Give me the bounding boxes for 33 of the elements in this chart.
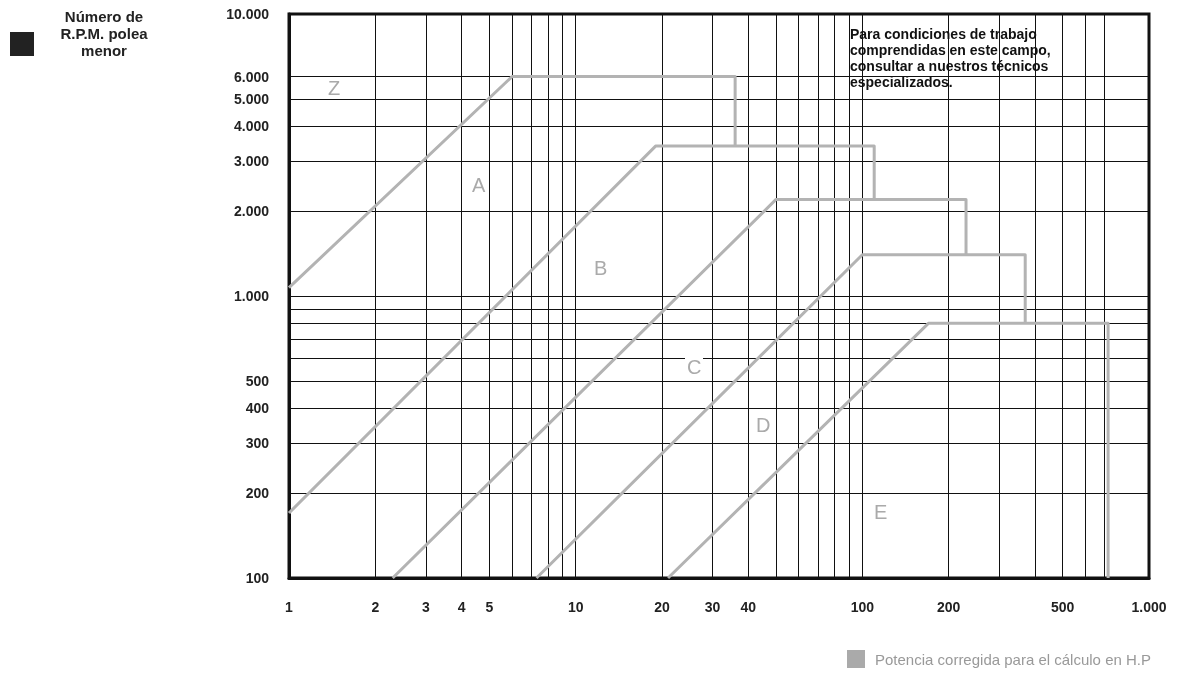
y-tick-label: 400 — [245, 400, 270, 417]
x-axis-title: Potencia corregida para el cálculo en H.P — [875, 650, 1151, 668]
annotation: D — [754, 414, 773, 436]
x-tick-label: 100 — [850, 599, 875, 615]
x-tick-label: 5 — [485, 599, 494, 615]
y-tick-label: 1.000 — [233, 288, 270, 304]
x-tick-label: 500 — [1051, 599, 1075, 615]
y-tick-label: 2.000 — [233, 203, 270, 220]
x-tick-label: 30 — [704, 599, 721, 615]
y-tick-label: 200 — [245, 485, 270, 502]
y-tick-label: 4.000 — [233, 118, 270, 135]
x-tick-label: 4 — [457, 599, 466, 615]
y-tick-label: 3.000 — [233, 153, 270, 170]
annotation: Z — [326, 77, 343, 99]
annotation: B — [592, 257, 610, 279]
text: Número de R.P.M. polea menor — [59, 8, 149, 59]
annotation: E — [872, 501, 890, 523]
y-tick-label: 6.000 — [233, 68, 270, 85]
x-tick-label: 20 — [654, 599, 670, 615]
x-tick-label: 40 — [740, 599, 757, 615]
annotation: C — [685, 356, 704, 378]
x-tick-label: 10 — [567, 599, 584, 615]
x-tick-label: 1 — [285, 599, 294, 615]
x-tick-label: 1.000 — [1131, 599, 1167, 615]
x-tick-label: 200 — [936, 599, 961, 615]
y-tick-label: 5.000 — [233, 90, 270, 107]
x-tick-label: 3 — [421, 599, 430, 615]
x-tick-label: 2 — [371, 599, 380, 615]
y-tick-label: 300 — [245, 435, 270, 452]
annotation: A — [470, 174, 488, 196]
y-tick-label: 100 — [245, 570, 270, 586]
y-tick-label: 500 — [245, 372, 270, 389]
y-tick-label: 10.000 — [226, 6, 270, 22]
